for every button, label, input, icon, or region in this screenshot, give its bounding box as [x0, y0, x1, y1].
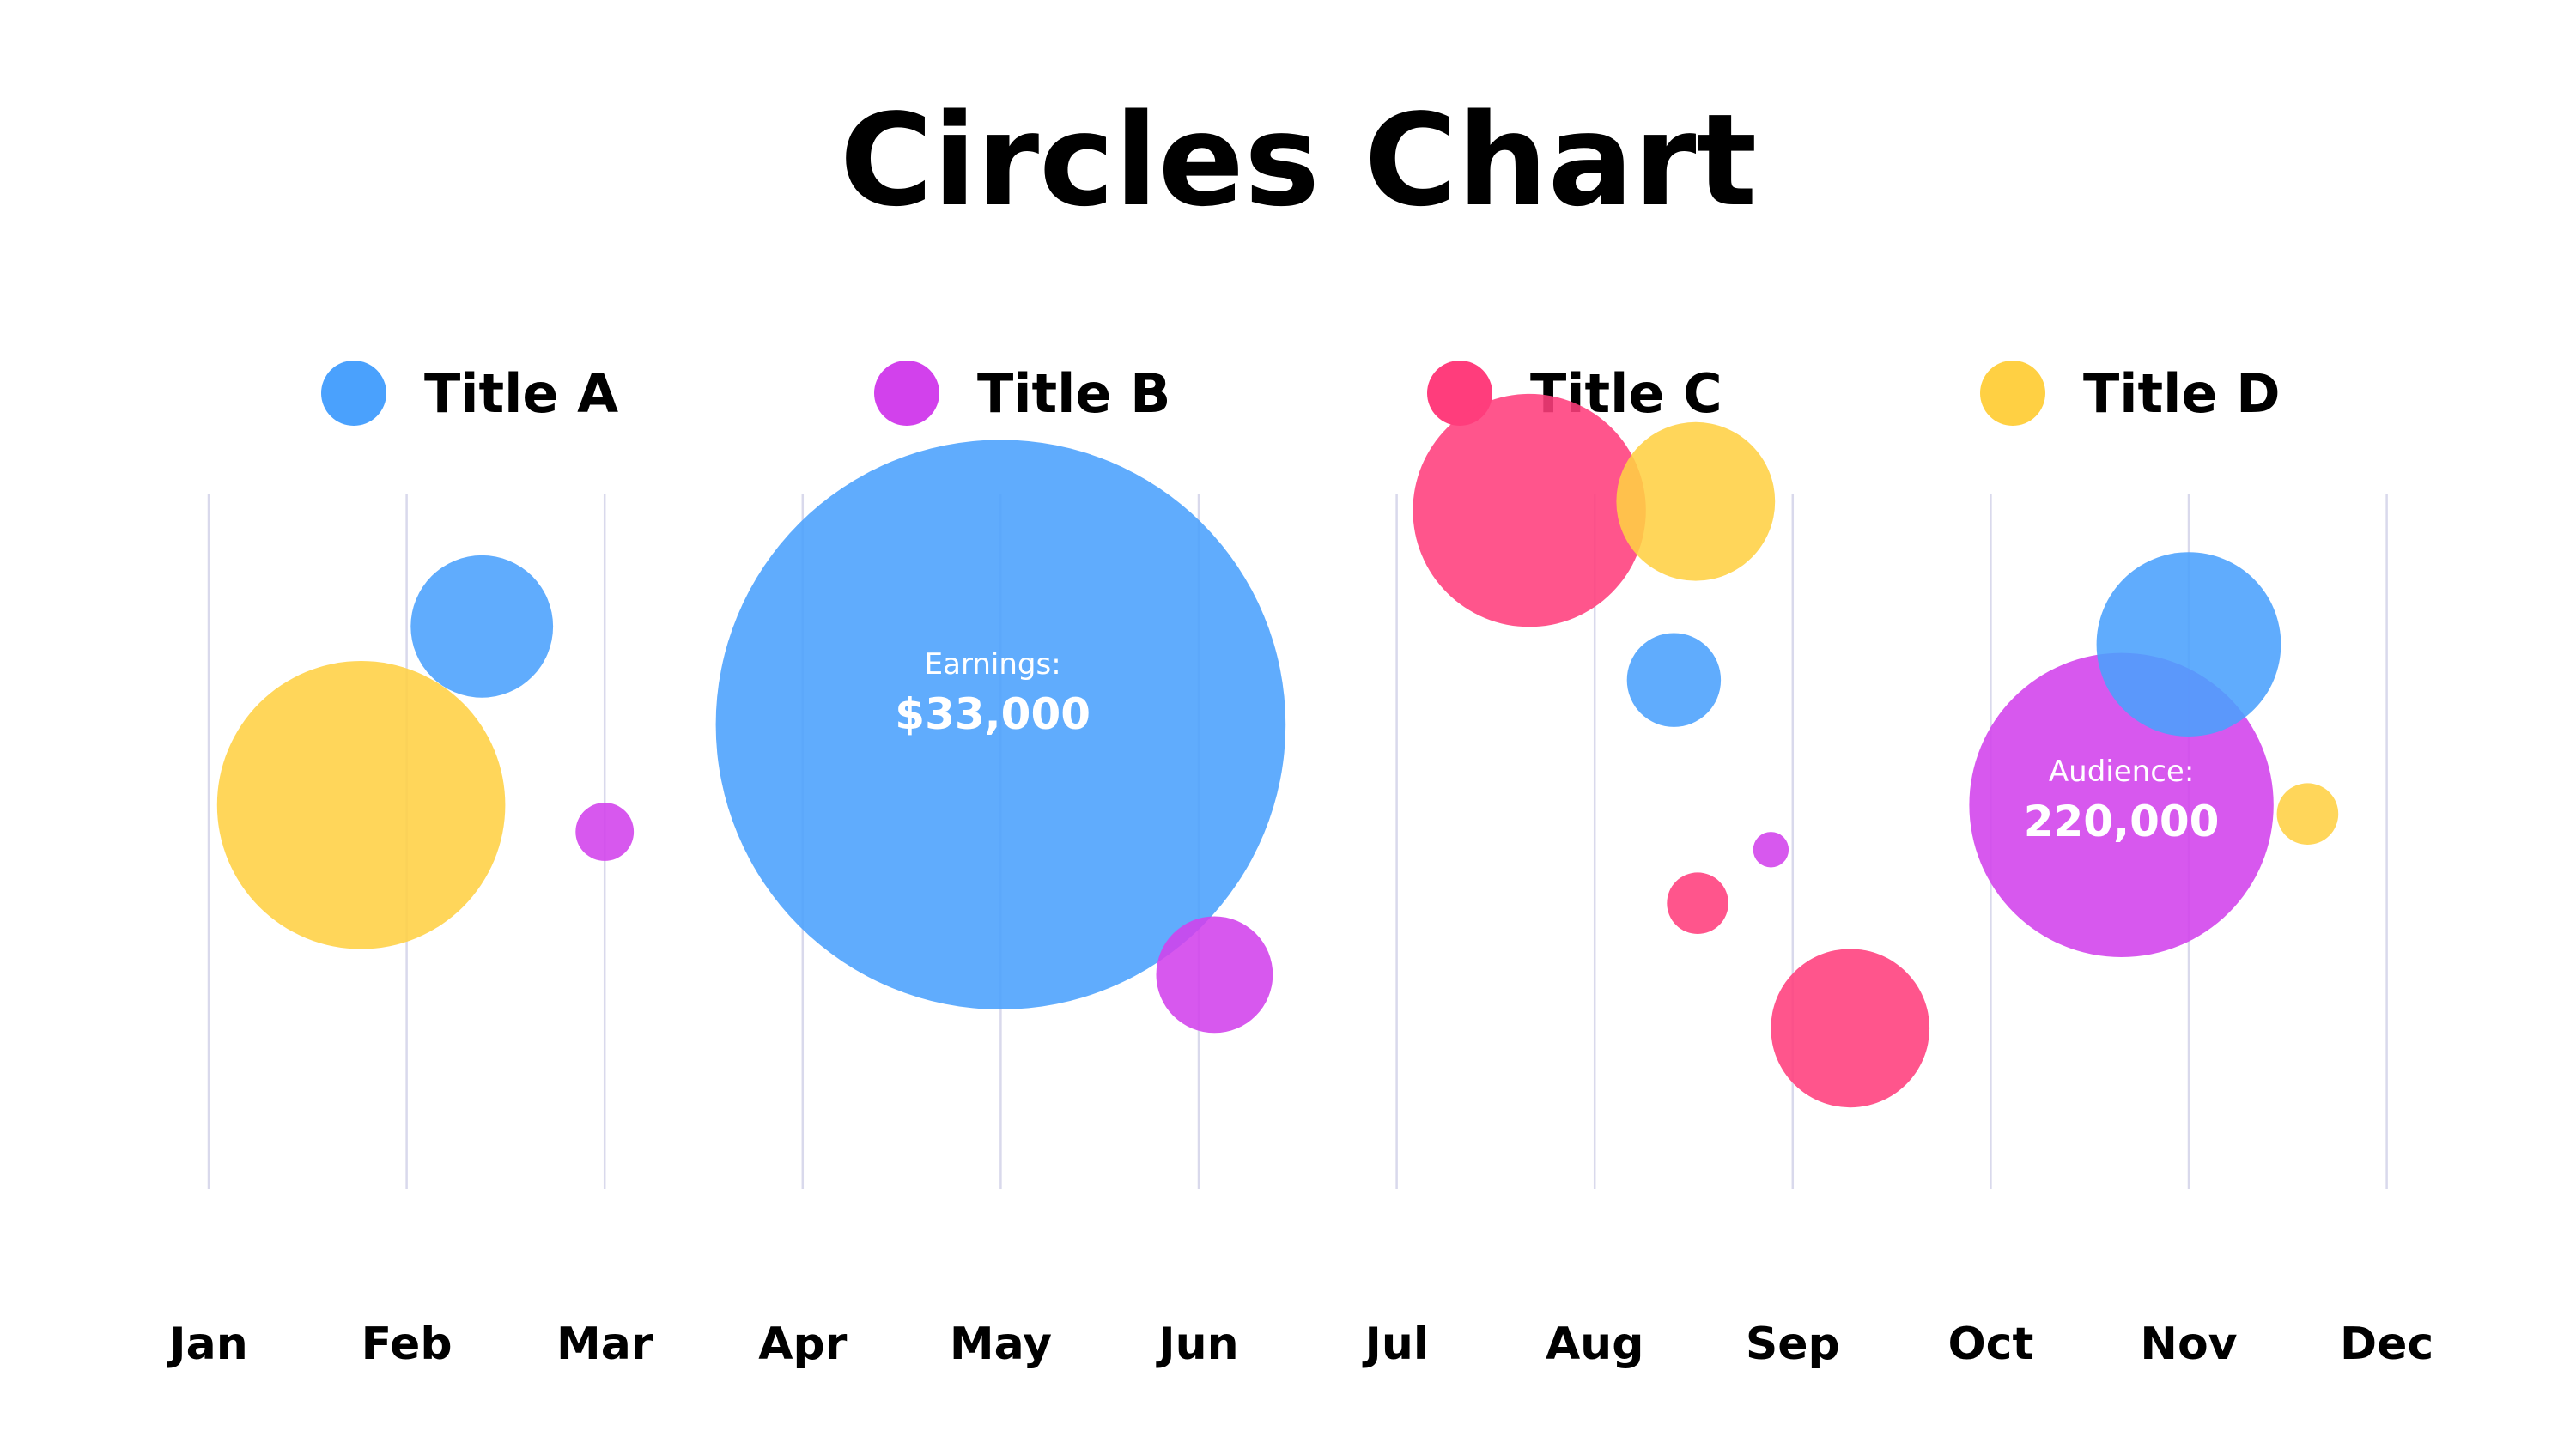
legend-item-2: Title B: [874, 361, 1170, 426]
bubble-series-2-point-1: [575, 803, 635, 861]
legend-label: Title A: [424, 362, 618, 425]
legend-swatch: [321, 361, 386, 426]
x-tick-may: May: [950, 1319, 1052, 1370]
bubble-series-3-point-2: [1667, 872, 1728, 934]
bubble-series-1-point-3: [1626, 633, 1722, 727]
chart-title: Circles Chart: [840, 87, 1757, 234]
bubble-series-4-point-2: [1616, 421, 1776, 581]
x-tick-sep: Sep: [1746, 1319, 1840, 1370]
bubble-series-4-point-1: [216, 661, 506, 949]
x-tick-dec: Dec: [2340, 1319, 2433, 1370]
x-axis-ticks: Jan Feb Mar Apr May Jun Jul Aug Sep Oct Nov Dec: [167, 1319, 2433, 1370]
legend: Title A Title B Title C Title D: [321, 361, 2281, 426]
legend-item-1: Title A: [321, 361, 618, 426]
legend-item-4: Title D: [1980, 361, 2281, 426]
bubble-series-2-point-3: [1753, 832, 1789, 868]
legend-label: Title B: [977, 362, 1170, 425]
x-tick-jun: Jun: [1156, 1319, 1238, 1370]
bubble-series-3-point-1: [1413, 393, 1646, 627]
x-tick-jan: Jan: [167, 1319, 247, 1370]
bubble-series-1-point-2: [715, 440, 1286, 1009]
annotation-value-2: 220,000: [2024, 797, 2220, 846]
legend-swatch: [1980, 361, 2045, 426]
x-tick-oct: Oct: [1947, 1319, 2033, 1370]
annotation-label-2: Audience:: [2049, 755, 2194, 789]
bubbles: [216, 393, 2339, 1108]
x-tick-mar: Mar: [556, 1319, 653, 1370]
annotation-label-1: Earnings:: [925, 647, 1061, 682]
x-tick-aug: Aug: [1546, 1319, 1644, 1370]
legend-label: Title D: [2083, 362, 2281, 425]
bubble-series-3-point-3: [1771, 949, 1930, 1108]
annotations: Earnings: $33,000 Audience: 220,000: [895, 647, 2219, 846]
x-tick-feb: Feb: [361, 1319, 453, 1370]
annotation-value-1: $33,000: [895, 689, 1091, 739]
legend-swatch: [874, 361, 939, 426]
x-tick-nov: Nov: [2140, 1319, 2237, 1370]
bubble-series-1-point-4: [2096, 552, 2281, 737]
bubble-series-2-point-2: [1156, 916, 1273, 1034]
x-tick-jul: Jul: [1362, 1319, 1428, 1370]
bubble-series-1-point-1: [410, 555, 554, 698]
bubble-series-4-point-3: [2276, 783, 2339, 845]
x-tick-apr: Apr: [758, 1319, 847, 1370]
